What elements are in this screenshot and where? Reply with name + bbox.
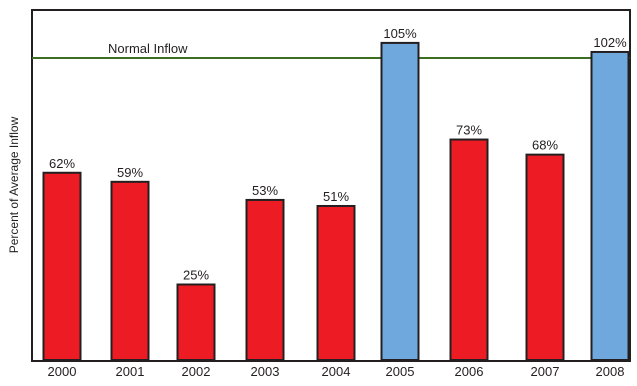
bars [42,41,630,362]
x-tick-2004: 2004 [322,364,351,379]
data-label-2007: 68% [532,138,558,153]
x-tick-2003: 2003 [251,364,280,379]
data-labels: 62% 59% 25% 53% 51% 105% 73% 68% 102% [49,26,627,283]
x-tick-2008: 2008 [596,364,625,379]
data-label-2000: 62% [49,156,75,171]
x-axis-tick-labels: 2000 2001 2002 2003 2004 2005 2006 2007 2008 [48,364,625,379]
x-tick-2001: 2001 [116,364,145,379]
normal-inflow-label: Normal Inflow [108,41,188,56]
bar-2006 [449,138,489,361]
bar-2008 [590,50,630,362]
bar-2005 [380,41,420,362]
data-label-2005: 105% [383,26,417,41]
bar-2002 [176,283,216,361]
x-tick-2005: 2005 [386,364,415,379]
y-axis-label: Percent of Average Inflow [7,116,21,253]
data-label-2006: 73% [456,123,482,138]
bar-2007 [525,153,565,361]
data-label-2002: 25% [183,268,209,283]
plot-frame [31,9,631,362]
x-tick-2006: 2006 [455,364,484,379]
x-tick-2002: 2002 [182,364,211,379]
data-label-2003: 53% [252,183,278,198]
bar-2004 [316,204,356,361]
data-label-2001: 59% [117,165,143,180]
bar-2001 [110,180,150,361]
x-tick-2007: 2007 [531,364,560,379]
data-label-2004: 51% [323,189,349,204]
bar-2003 [245,198,285,361]
data-label-2008: 102% [593,35,627,50]
bar-2000 [42,171,82,361]
plot-area [31,9,631,362]
x-tick-2000: 2000 [48,364,77,379]
reference-line-group: Normal Inflow [32,41,630,59]
